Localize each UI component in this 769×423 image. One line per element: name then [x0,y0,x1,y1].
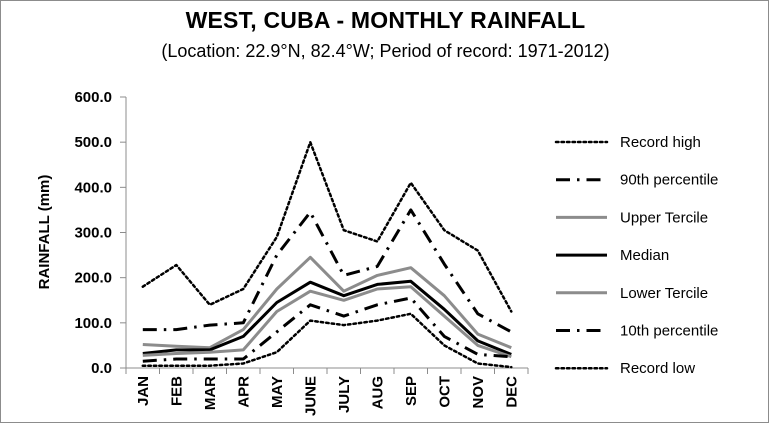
y-tick-label: 200.0 [74,270,112,287]
legend-label: Record high [620,134,701,151]
legend-item-upper-tercile: Upper Tercile [556,209,708,226]
series-line-record-low [141,312,513,369]
series-line-upper-tercile [142,255,512,350]
y-tick-label: 0.0 [91,360,112,377]
chart-subtitle: (Location: 22.9°N, 82.4°W; Period of rec… [161,41,610,61]
legend-item-90th-percentile: 90th percentile [556,172,718,189]
series-line-median [142,279,512,356]
legend-label: Upper Tercile [620,209,708,226]
x-tick-label: SEP [403,376,420,406]
x-tick-label: FEB [168,376,185,406]
x-tick-label: NOV [470,376,487,409]
chart-title: WEST, CUBA - MONTHLY RAINFALL [185,7,586,33]
legend-label: Record low [620,360,695,377]
legend-item-10th-percentile: 10th percentile [556,323,718,340]
series-line-lower-tercile [142,285,512,359]
x-tick-label: AUG [369,376,386,409]
series-lines [141,140,513,369]
x-tick-label: MAY [269,376,286,408]
y-axis-title: RAINFALL (mm) [36,175,53,290]
legend-label: Median [620,247,669,264]
series-line-90th-percentile [142,208,513,334]
y-tick-label: 100.0 [74,315,112,332]
y-tick-label: 300.0 [74,225,112,242]
y-tick-label: 400.0 [74,179,112,196]
x-tick-label: OCT [436,376,453,408]
legend-item-median: Median [556,247,669,264]
legend-item-record-low: Record low [554,360,695,377]
x-tick-label: MAR [202,376,219,410]
legend: Record high 90th percentile Upper Tercile M… [554,134,718,377]
x-tick-label: APR [235,376,252,408]
axes: 0.0 100.0 200.0 300.0 400.0 500.0 600.0 JAN FEB M… [74,89,529,416]
y-tick-label: 500.0 [74,134,112,151]
x-tick-label: JUNE [302,376,319,416]
y-tick-label: 600.0 [74,89,112,106]
legend-label: Lower Tercile [620,285,708,302]
x-tick-label: JULY [336,376,353,413]
legend-item-record-high: Record high [554,134,701,151]
series-line-record-high [141,140,513,313]
legend-label: 10th percentile [620,323,718,340]
series-line-10th-percentile [142,296,512,363]
x-tick-label: DEC [503,376,520,408]
legend-item-lower-tercile: Lower Tercile [556,285,708,302]
x-tick-label: JAN [135,376,152,406]
legend-label: 90th percentile [620,172,718,189]
